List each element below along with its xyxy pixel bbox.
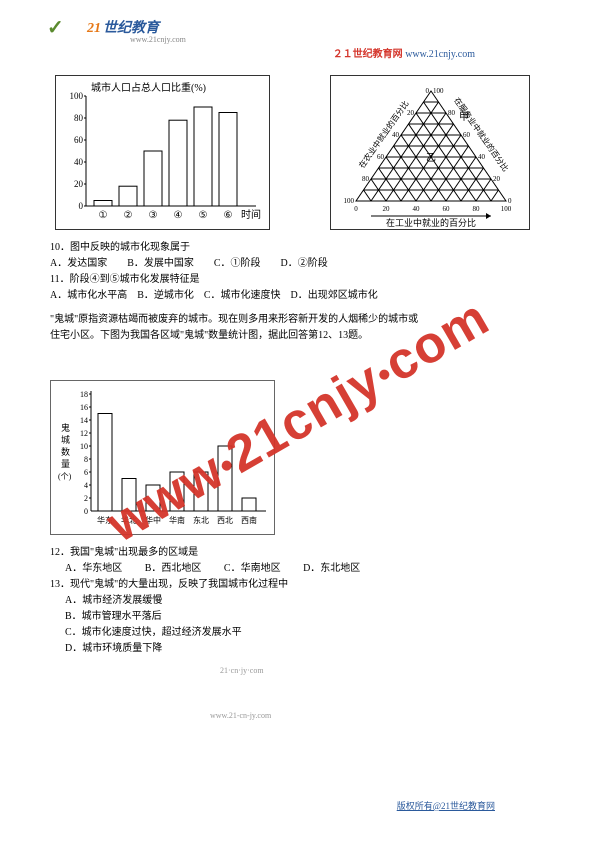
q12-opt-d: D．东北地区 <box>303 563 360 574</box>
svg-text:40: 40 <box>392 131 400 139</box>
svg-text:60: 60 <box>377 153 385 161</box>
q13-opt-b: B．城市管理水平落后 <box>65 609 550 625</box>
svg-text:鬼: 鬼 <box>61 422 70 433</box>
q12-opt-a: A．华东地区 <box>65 563 122 574</box>
svg-text:(个): (个) <box>58 472 72 481</box>
svg-text:①: ① <box>99 210 108 221</box>
q11-stem: 11．阶段④到⑤城市化发展特征是 <box>50 272 550 288</box>
logo-number: 21 <box>87 21 101 36</box>
svg-text:6: 6 <box>84 468 88 477</box>
svg-text:100: 100 <box>433 87 444 95</box>
svg-text:12: 12 <box>80 429 88 438</box>
header-site-name: ２１世纪教育网 <box>333 49 403 60</box>
ternary-point-jia: 甲 <box>459 112 469 123</box>
svg-text:20: 20 <box>74 179 84 189</box>
svg-text:西北: 西北 <box>217 516 233 525</box>
footer-copyright[interactable]: 版权所有@21世纪教育网 <box>397 799 495 812</box>
ternary-bottom-label: 在工业中就业的百分比 <box>386 217 476 228</box>
svg-text:0: 0 <box>84 507 88 516</box>
q12-opt-b: B．西北地区 <box>145 563 202 574</box>
header-link[interactable]: www.21cnjy.com <box>405 49 475 60</box>
svg-text:0: 0 <box>508 197 512 205</box>
svg-text:80: 80 <box>473 205 481 213</box>
svg-text:60: 60 <box>463 131 471 139</box>
svg-text:20: 20 <box>407 109 415 117</box>
svg-text:80: 80 <box>74 113 84 123</box>
svg-text:③: ③ <box>149 210 158 221</box>
svg-text:100: 100 <box>70 91 84 101</box>
svg-text:80: 80 <box>448 109 456 117</box>
svg-text:4: 4 <box>84 481 88 490</box>
svg-text:⑥: ⑥ <box>224 210 233 221</box>
q10-stem: 10．图中反映的城市化现象属于 <box>50 240 550 256</box>
q10-options: A．发达国家 B．发展中国家 C．①阶段 D．②阶段 <box>50 256 550 272</box>
svg-text:80: 80 <box>362 175 370 183</box>
q13-opt-a: A．城市经济发展缓慢 <box>65 593 550 609</box>
svg-text:0: 0 <box>79 201 84 211</box>
site-logo: ✓ 21世纪教育 www.21cnjy.com <box>45 15 186 45</box>
question-12-13-block: 12．我国"鬼城"出现最多的区域是 A．华东地区 B．西北地区 C．华南地区 D… <box>50 545 550 657</box>
svg-text:城: 城 <box>61 435 70 445</box>
logo-runner-icon: ✓ <box>45 15 85 45</box>
q13-stem: 13．现代"鬼城"的大量出现，反映了我国城市化过程中 <box>50 577 550 593</box>
svg-text:100: 100 <box>344 197 355 205</box>
chart1-title: 城市人口占总人口比重(%) <box>91 81 206 94</box>
urbanization-bar-chart: 城市人口占总人口比重(%) 0 20 40 60 80 100 ① ② ③ ④ … <box>55 75 270 230</box>
svg-text:②: ② <box>124 210 133 221</box>
employment-ternary-chart: 0 20 40 60 80 100 100 80 60 40 20 0 100 … <box>330 75 530 230</box>
svg-text:40: 40 <box>413 205 421 213</box>
mini-watermark-2: www.21-cn-jy.com <box>210 710 271 721</box>
svg-text:⑤: ⑤ <box>199 210 208 221</box>
svg-text:60: 60 <box>74 135 84 145</box>
logo-url: www.21cnjy.com <box>130 35 186 44</box>
q13-opt-c: C．城市化速度过快，超过经济发展水平 <box>65 625 550 641</box>
svg-text:100: 100 <box>501 205 512 213</box>
svg-text:2: 2 <box>84 494 88 503</box>
mini-watermark-1: 21·cn·jy·com <box>220 665 264 676</box>
svg-text:东北: 东北 <box>193 515 209 525</box>
svg-text:10: 10 <box>80 442 88 451</box>
header-attribution: ２１世纪教育网 www.21cnjy.com <box>333 45 475 60</box>
svg-text:40: 40 <box>478 153 486 161</box>
svg-text:18: 18 <box>80 390 88 399</box>
svg-text:20: 20 <box>383 205 391 213</box>
svg-text:④: ④ <box>174 210 183 221</box>
svg-text:40: 40 <box>74 157 84 167</box>
svg-text:60: 60 <box>443 205 451 213</box>
svg-text:量: 量 <box>61 459 70 469</box>
ternary-point-yi: 乙 <box>426 152 436 164</box>
svg-text:20: 20 <box>493 175 501 183</box>
svg-text:14: 14 <box>80 416 88 425</box>
q12-opt-c: C．华南地区 <box>224 563 281 574</box>
svg-text:0: 0 <box>426 87 430 95</box>
chart1-xlabel: 时间 <box>241 208 261 221</box>
svg-text:数: 数 <box>61 446 70 457</box>
svg-text:西南: 西南 <box>241 515 257 525</box>
svg-text:0: 0 <box>354 205 358 213</box>
svg-text:8: 8 <box>84 455 88 464</box>
svg-text:16: 16 <box>80 403 88 412</box>
q13-opt-d: D．城市环境质量下降 <box>65 641 550 657</box>
logo-brand: 世纪教育 <box>103 21 159 36</box>
